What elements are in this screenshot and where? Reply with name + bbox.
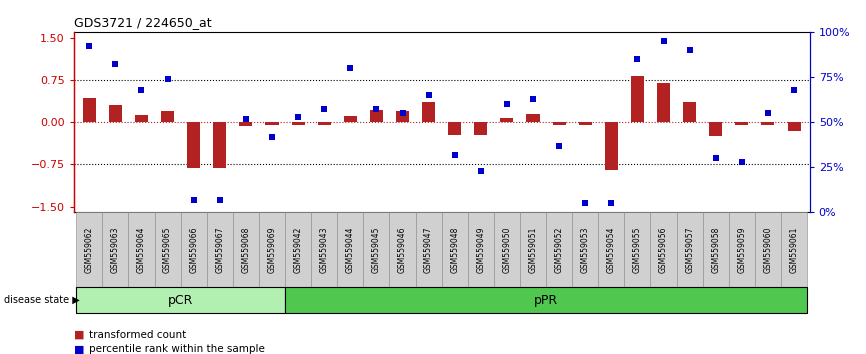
Point	[187, 197, 201, 202]
Bar	[449, 122, 462, 135]
Bar	[396, 111, 409, 122]
Text: GSM559051: GSM559051	[528, 226, 538, 273]
Point	[213, 197, 227, 202]
Bar	[604, 122, 617, 170]
Point	[761, 110, 775, 116]
Bar	[787, 122, 800, 131]
Text: GSM559061: GSM559061	[790, 226, 798, 273]
Bar	[578, 122, 591, 125]
Bar	[83, 98, 96, 122]
Bar	[761, 122, 774, 125]
Bar	[266, 122, 279, 125]
Text: GSM559056: GSM559056	[659, 226, 668, 273]
Text: GSM559047: GSM559047	[424, 226, 433, 273]
Text: GSM559065: GSM559065	[163, 226, 172, 273]
Bar	[683, 102, 696, 122]
Point	[344, 65, 358, 71]
Bar	[135, 115, 148, 122]
Text: transformed count: transformed count	[89, 330, 186, 339]
Text: GSM559050: GSM559050	[502, 226, 512, 273]
Bar	[239, 122, 252, 126]
Text: GSM559057: GSM559057	[685, 226, 695, 273]
Point	[526, 96, 540, 102]
Point	[317, 107, 331, 112]
Bar	[213, 122, 226, 169]
Point	[82, 44, 96, 49]
Text: GSM559049: GSM559049	[476, 226, 485, 273]
Text: GSM559043: GSM559043	[320, 226, 329, 273]
Point	[553, 143, 566, 148]
Text: GSM559060: GSM559060	[764, 226, 772, 273]
Bar	[161, 111, 174, 122]
Bar	[709, 122, 722, 136]
Text: pPR: pPR	[534, 293, 558, 307]
Point	[604, 200, 618, 206]
Bar	[735, 122, 748, 125]
Point	[500, 101, 514, 107]
Bar	[553, 122, 565, 125]
Text: GSM559055: GSM559055	[633, 226, 642, 273]
Point	[787, 87, 801, 92]
Point	[656, 38, 670, 44]
Bar	[318, 122, 331, 125]
Text: GSM559054: GSM559054	[607, 226, 616, 273]
Bar	[475, 122, 488, 135]
Point	[474, 168, 488, 174]
Point	[735, 159, 749, 165]
Point	[265, 134, 279, 139]
Point	[708, 155, 722, 161]
Text: pCR: pCR	[168, 293, 193, 307]
Point	[422, 92, 436, 98]
Bar	[344, 116, 357, 122]
Text: ■: ■	[74, 330, 84, 339]
Bar	[187, 122, 200, 169]
Bar	[631, 76, 644, 122]
Text: GSM559052: GSM559052	[554, 226, 564, 273]
Text: GSM559044: GSM559044	[346, 226, 355, 273]
Text: GSM559059: GSM559059	[737, 226, 746, 273]
Text: GSM559069: GSM559069	[268, 226, 276, 273]
Text: GSM559053: GSM559053	[581, 226, 590, 273]
Text: GSM559046: GSM559046	[398, 226, 407, 273]
Point	[291, 114, 305, 120]
Point	[448, 152, 462, 158]
Text: GSM559067: GSM559067	[216, 226, 224, 273]
Point	[396, 110, 410, 116]
Text: GSM559068: GSM559068	[242, 226, 250, 273]
Bar	[527, 114, 540, 122]
Bar	[501, 118, 514, 122]
Bar	[292, 122, 305, 125]
Bar	[370, 110, 383, 122]
Point	[578, 200, 592, 206]
Point	[134, 87, 148, 92]
Text: GDS3721 / 224650_at: GDS3721 / 224650_at	[74, 16, 211, 29]
Point	[161, 76, 175, 82]
Point	[682, 47, 696, 53]
Bar	[109, 105, 122, 122]
Text: GSM559058: GSM559058	[711, 226, 721, 273]
Text: GSM559045: GSM559045	[372, 226, 381, 273]
Point	[370, 107, 384, 112]
Text: GSM559048: GSM559048	[450, 226, 459, 273]
Text: disease state ▶: disease state ▶	[4, 295, 80, 305]
Text: GSM559066: GSM559066	[189, 226, 198, 273]
Point	[630, 56, 644, 62]
Bar	[422, 102, 435, 122]
Text: percentile rank within the sample: percentile rank within the sample	[89, 344, 265, 354]
Point	[239, 116, 253, 121]
Point	[108, 62, 122, 67]
Text: GSM559062: GSM559062	[85, 226, 94, 273]
Bar	[657, 82, 670, 122]
Text: GSM559064: GSM559064	[137, 226, 146, 273]
Text: GSM559042: GSM559042	[294, 226, 302, 273]
Text: GSM559063: GSM559063	[111, 226, 120, 273]
Text: ■: ■	[74, 344, 84, 354]
